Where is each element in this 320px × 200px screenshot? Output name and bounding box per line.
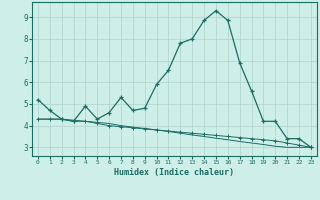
X-axis label: Humidex (Indice chaleur): Humidex (Indice chaleur) [115, 168, 234, 177]
